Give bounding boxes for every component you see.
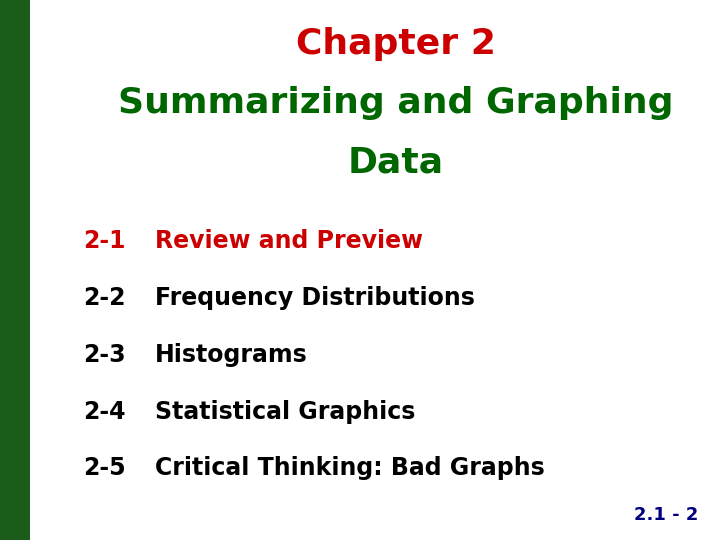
Text: Summarizing and Graphing: Summarizing and Graphing	[118, 86, 674, 120]
Text: 2-3: 2-3	[83, 343, 125, 367]
Text: Histograms: Histograms	[155, 343, 307, 367]
Text: Data: Data	[348, 146, 444, 180]
Text: Frequency Distributions: Frequency Distributions	[155, 286, 474, 310]
Text: 2-5: 2-5	[83, 456, 125, 480]
Text: Review and Preview: Review and Preview	[155, 230, 423, 253]
Text: 2-2: 2-2	[83, 286, 125, 310]
Text: Statistical Graphics: Statistical Graphics	[155, 400, 415, 423]
Text: Critical Thinking: Bad Graphs: Critical Thinking: Bad Graphs	[155, 456, 544, 480]
Text: 2-4: 2-4	[83, 400, 125, 423]
Bar	[0, 0, 30, 540]
Text: 2-1: 2-1	[83, 230, 125, 253]
Text: 2.1 - 2: 2.1 - 2	[634, 506, 698, 524]
Text: Chapter 2: Chapter 2	[296, 27, 496, 61]
